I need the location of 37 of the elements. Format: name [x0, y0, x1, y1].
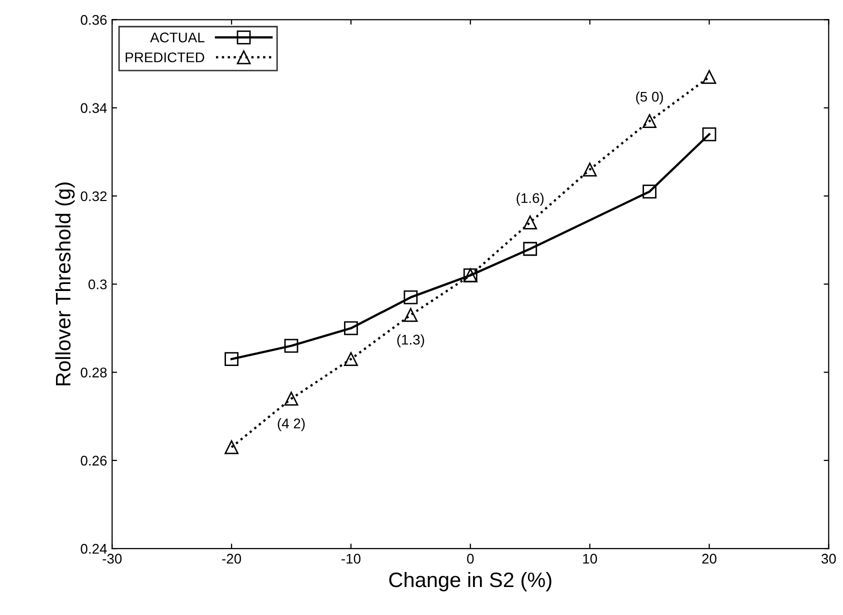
point — [284, 338, 298, 353]
x-axis-title: Change in S2 (%) — [389, 572, 552, 592]
x-tick-label: 10 — [583, 554, 597, 564]
x-tick-label: 30 — [821, 554, 836, 564]
point — [344, 352, 358, 366]
point — [523, 242, 538, 256]
annotation: (4 2) — [278, 418, 305, 432]
x-tick-label: -30 — [102, 554, 122, 564]
x-tick-label: -20 — [222, 554, 242, 564]
point — [344, 321, 358, 336]
point — [642, 114, 656, 128]
point — [702, 70, 716, 84]
x-tick-label: 20 — [702, 554, 716, 564]
point — [642, 184, 656, 199]
y-axis-title: Rollover Threshold (g) — [55, 182, 75, 386]
point — [224, 440, 238, 454]
annotation: (1.3) — [397, 334, 424, 348]
x-tick-label: 0 — [467, 554, 474, 564]
annotation: (5 0) — [636, 91, 663, 104]
legend-label: ACTUAL — [150, 32, 204, 42]
point — [224, 352, 238, 366]
y-tick-label: 0.36 — [80, 15, 107, 25]
point — [582, 162, 597, 176]
y-tick-label: 0.32 — [80, 191, 107, 202]
point — [523, 215, 538, 230]
y-tick-label: 0.26 — [80, 456, 107, 466]
point — [404, 290, 418, 304]
y-tick-label: 0.28 — [80, 368, 107, 378]
point — [284, 392, 298, 406]
legend-label: PREDICTED — [126, 52, 204, 62]
x-tick-label: -10 — [342, 554, 360, 564]
y-tick-label: 0.34 — [80, 103, 107, 113]
annotation: (1.6) — [516, 192, 544, 206]
point — [702, 127, 716, 142]
point — [404, 308, 418, 322]
y-tick-label: 0.3 — [88, 279, 107, 290]
y-tick-label: 0.24 — [80, 544, 107, 554]
